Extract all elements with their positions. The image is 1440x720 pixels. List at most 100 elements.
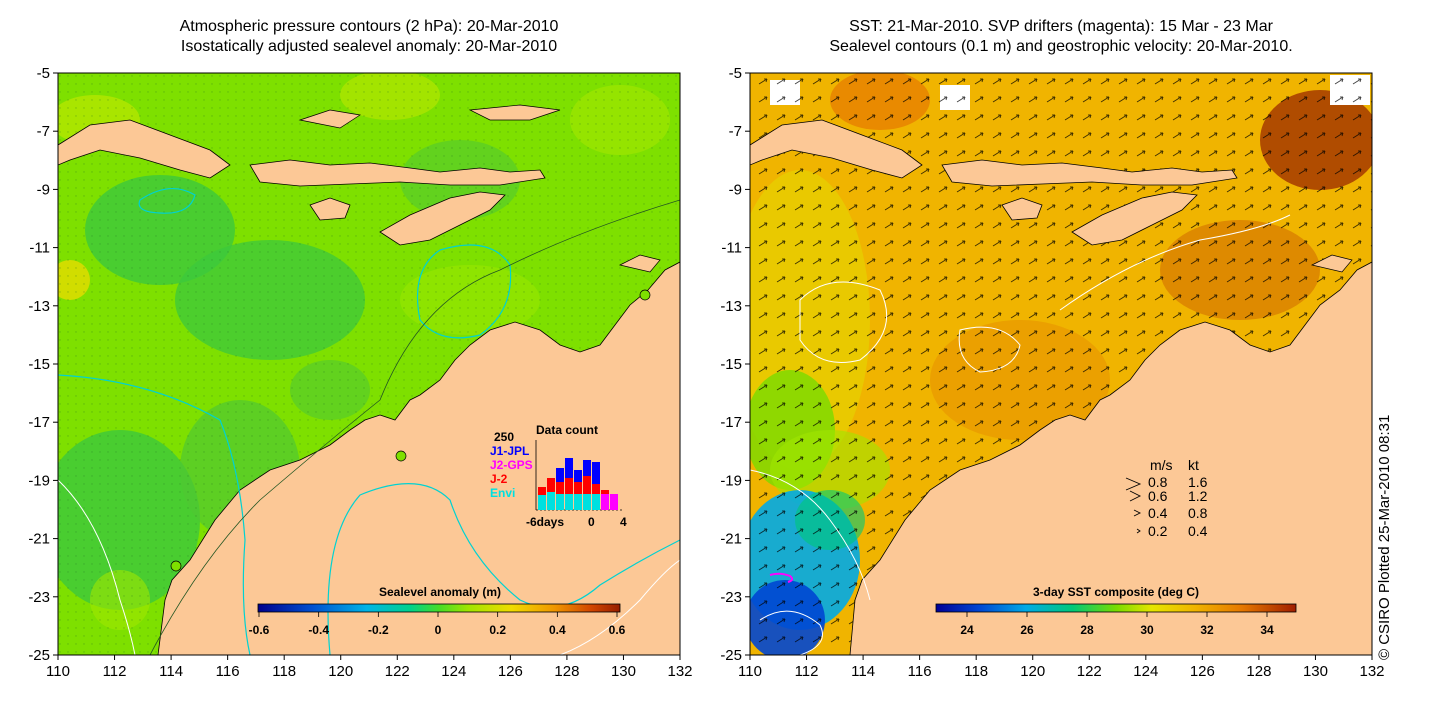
left-x-tick-label: 116 (216, 663, 240, 680)
right-colorbar-tick-label: 30 (1140, 623, 1154, 637)
right-y-tick-label: -17 (720, 414, 742, 431)
velocity-ms-value: 0.6 (1148, 488, 1168, 504)
velocity-legend: m/s kt 0.8 1.6 0.6 1.2 0.4 0.8 0.2 0.4 (1125, 457, 1208, 539)
left-x-tick-label: 130 (611, 663, 636, 680)
right-colorbar-label: 3-day SST composite (deg C) (1033, 585, 1199, 599)
right-x-tick-label: 132 (1359, 663, 1384, 680)
count-bar (547, 478, 555, 492)
pressure-contour (559, 559, 680, 655)
left-colorbar-tick-label: 0.2 (489, 623, 506, 637)
australia-land-right (849, 261, 1372, 655)
drifter-marker (639, 289, 651, 301)
right-colorbar-tick-label: 32 (1200, 623, 1214, 637)
data-count-legend-item: J-2 (490, 472, 508, 486)
island (618, 254, 661, 273)
isobath-line (149, 199, 680, 655)
right-colorbar-gradient (935, 603, 1297, 613)
left-colorbar-label: Sealevel anomaly (m) (379, 585, 501, 599)
left-map (58, 73, 680, 655)
pressure-contour (58, 479, 136, 655)
left-x-tick-label: 112 (103, 663, 127, 680)
island (298, 109, 361, 129)
java-island (58, 119, 231, 179)
right-x-tick-label: 120 (1020, 663, 1045, 680)
data-count-xlabel-zero: 0 (588, 515, 595, 529)
count-bar (583, 460, 591, 476)
right-y-tick-label: -7 (729, 123, 742, 140)
count-bar (538, 495, 546, 510)
right-map (750, 73, 1372, 655)
right-x-tick-label: 124 (1133, 663, 1158, 680)
left-colorbar-tick-label: 0 (435, 623, 442, 637)
right-x-tick-label: 122 (1077, 663, 1102, 680)
island (1310, 254, 1353, 273)
count-bar (574, 482, 582, 494)
right-y-axis: -5 -7 -9 -11 -13 -15 -17 -19 -21 -23 -25 (720, 65, 750, 664)
left-y-tick-label: -19 (28, 472, 50, 489)
left-y-tick-label: -7 (37, 123, 50, 140)
left-colorbar-gradient (257, 603, 621, 613)
left-y-axis: -5 -7 -9 -11 -13 -15 -17 -19 -21 -23 -25 (28, 65, 58, 664)
right-y-tick-label: -21 (720, 531, 742, 548)
right-x-tick-label: 118 (964, 663, 988, 680)
velocity-legend-header-kt: kt (1188, 457, 1199, 473)
velocity-kt-value: 0.4 (1188, 523, 1208, 539)
data-count-title: Data count (536, 423, 598, 437)
left-title-line1: Atmospheric pressure contours (2 hPa): 2… (179, 18, 559, 35)
velocity-ms-value: 0.2 (1148, 523, 1168, 539)
left-x-tick-label: 124 (441, 663, 466, 680)
count-bar (538, 487, 546, 495)
sumba-island (309, 197, 351, 221)
left-y-tick-label: -15 (28, 356, 50, 373)
left-colorbar-tick-label: -0.4 (308, 623, 329, 637)
right-colorbar: 3-day SST composite (deg C) 24 26 28 30 32 34 (935, 585, 1297, 637)
count-bar (574, 494, 582, 510)
left-colorbar-tick-label: 0.4 (549, 623, 566, 637)
left-x-tick-label: 122 (385, 663, 410, 680)
island (468, 104, 561, 121)
count-bar (601, 494, 609, 510)
data-count-legend-item: J2-GPS (490, 458, 533, 472)
right-x-tick-label: 114 (851, 663, 875, 680)
left-colorbar-ticks: -0.6 -0.4 -0.2 0 0.2 0.4 0.6 (249, 612, 626, 637)
velocity-kt-value: 0.8 (1188, 505, 1208, 521)
left-x-tick-label: 132 (667, 663, 692, 680)
right-x-axis: 110 112 114 116 118 120 122 124 126 128 130 132 (738, 655, 1385, 680)
right-colorbar-tick-label: 24 (960, 623, 974, 637)
count-bar (565, 458, 573, 478)
velocity-kt-value: 1.6 (1188, 474, 1208, 490)
left-y-tick-label: -5 (37, 65, 50, 82)
sealevel-contour (958, 326, 1021, 373)
left-y-tick-label: -25 (28, 647, 50, 664)
data-count-legend-item: Envi (490, 486, 515, 500)
right-y-tick-label: -5 (729, 65, 742, 82)
left-y-tick-label: -21 (28, 531, 50, 548)
velocity-arrow-legend (1136, 528, 1141, 534)
count-bar (565, 478, 573, 494)
right-x-tick-label: 112 (795, 663, 819, 680)
drifter-marker (395, 450, 407, 462)
left-x-tick-label: 114 (159, 663, 183, 680)
left-colorbar-tick-label: -0.6 (249, 623, 270, 637)
velocity-ms-value: 0.8 (1148, 474, 1168, 490)
count-bar (556, 468, 564, 482)
left-x-tick-label: 120 (328, 663, 353, 680)
count-bar (592, 494, 600, 510)
data-count-ymax: 250 (494, 430, 514, 444)
data-count-bars (538, 458, 618, 510)
pressure-contour (327, 483, 680, 655)
count-bar (601, 490, 609, 494)
velocity-arrow-legend (1129, 490, 1142, 502)
svp-drifter-track (769, 572, 794, 583)
count-bar (592, 484, 600, 494)
right-y-tick-label: -15 (720, 356, 742, 373)
right-title-line2: Sealevel contours (0.1 m) and geostrophi… (829, 38, 1293, 55)
data-count-xlabel-start: -6days (526, 515, 564, 529)
left-y-tick-label: -11 (29, 240, 50, 257)
left-colorbar: Sealevel anomaly (m) -0.6 -0.4 -0.2 0 0.2 0.4… (249, 585, 626, 637)
count-bar (556, 482, 564, 494)
right-y-tick-label: -13 (720, 298, 742, 315)
left-x-tick-label: 126 (498, 663, 523, 680)
right-colorbar-ticks: 24 26 28 30 32 34 (960, 612, 1274, 637)
